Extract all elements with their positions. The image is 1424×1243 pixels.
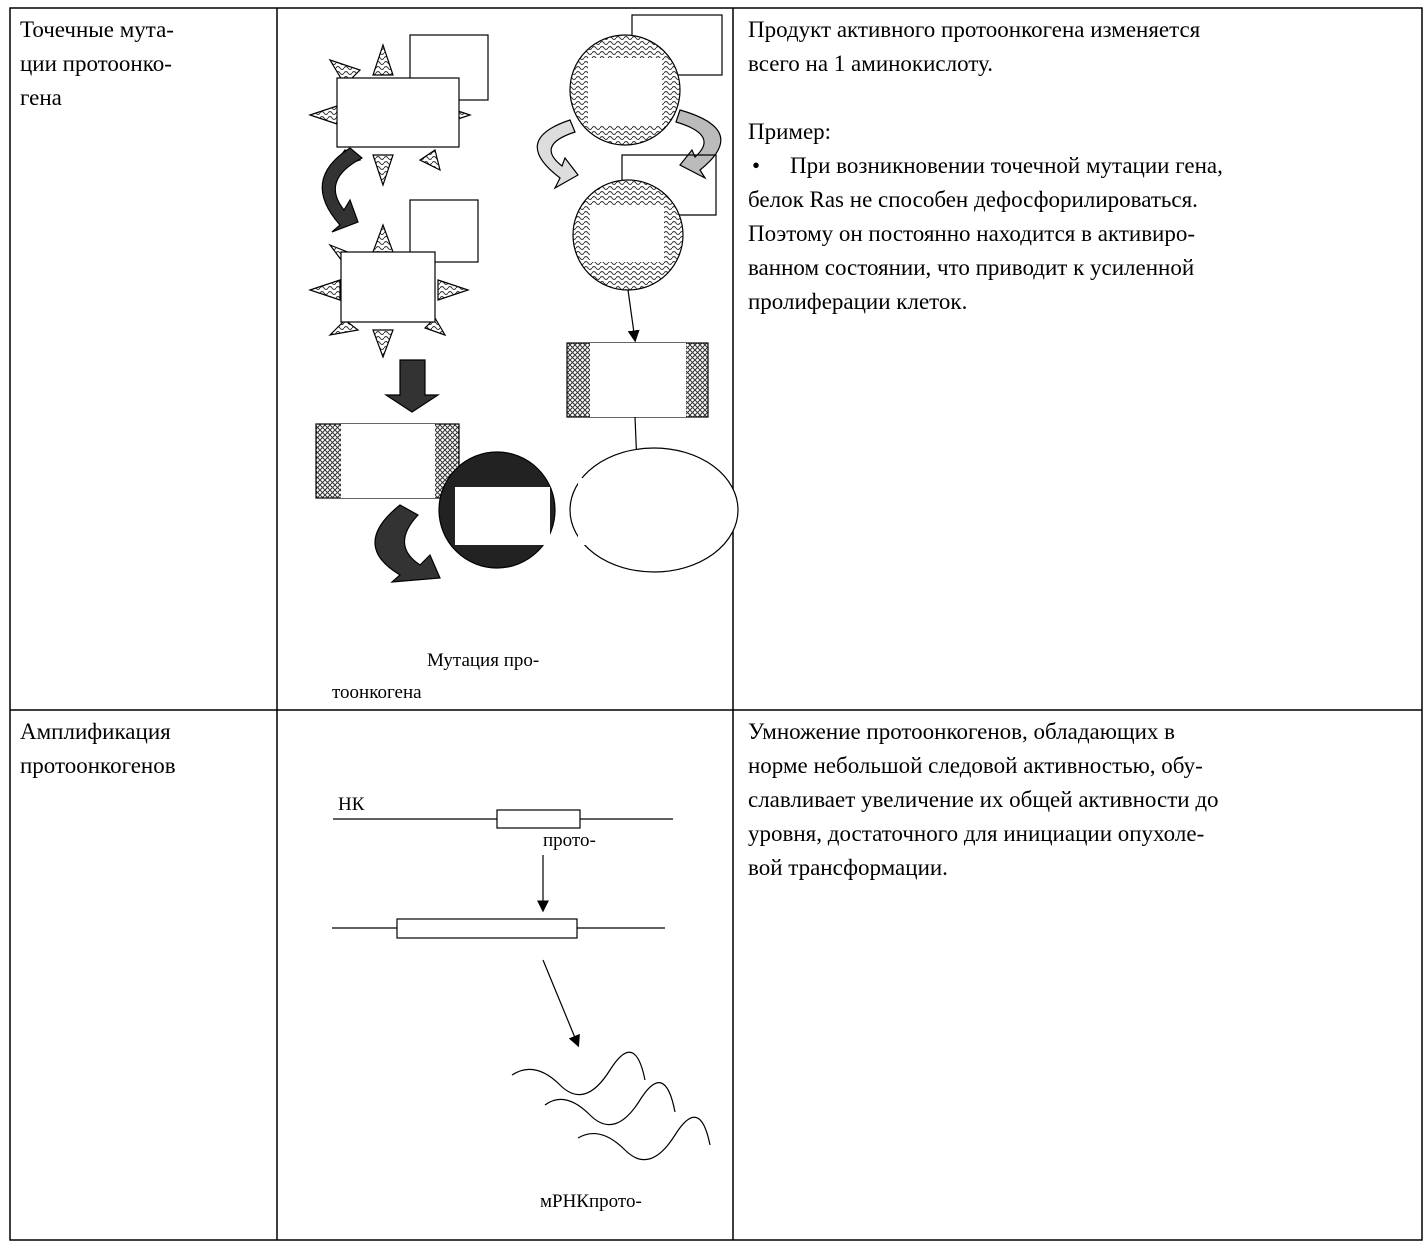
term-line: гена	[20, 85, 62, 110]
texts: Точечные мута- ции протоонко- гена Мутац…	[20, 17, 1223, 1212]
diagram-label: прото-	[543, 830, 596, 851]
description-line: норме небольшой следовой активностью, об…	[748, 753, 1203, 778]
example-line: белок Ras не способен дефосфорилироватьс…	[748, 187, 1198, 212]
diagram-label: мРНКпрото-	[540, 1191, 642, 1212]
example-label: Пример:	[748, 119, 831, 144]
description-line: славливает увеличение их общей активност…	[748, 787, 1219, 812]
example-line: ванном состоянии, что приводит к усиленн…	[748, 255, 1194, 280]
caption: Мутация про-	[427, 650, 539, 671]
description-line: уровня, достаточного для инициации опухо…	[748, 821, 1204, 846]
caption: тоонкогена	[332, 682, 422, 703]
diagram-amplification	[332, 809, 711, 1161]
description-line: всего на 1 аминокислоту.	[748, 51, 993, 76]
term-line: Точечные мута-	[20, 17, 174, 42]
description-line: вой трансформации.	[748, 855, 948, 880]
term-line: ции протоонко-	[20, 51, 172, 76]
example-line: Поэтому он постоянно находится в активир…	[748, 221, 1195, 246]
example-line: пролиферации клеток.	[748, 289, 967, 314]
description-line: Продукт активного протоонкогена изменяет…	[748, 17, 1201, 42]
diagram-label: НК	[338, 794, 365, 815]
term-line: Амплификация	[20, 719, 171, 744]
term-line: протоонкогенов	[20, 753, 176, 778]
diagram-label: клетки	[338, 830, 393, 851]
diagram-point-mutation	[308, 14, 739, 583]
table-grid	[9, 7, 1423, 1241]
description-line: Умножение протоонкогенов, обладающих в	[748, 719, 1175, 744]
example-line: При возникновении точечной мутации гена,	[790, 153, 1223, 178]
bullet: •	[752, 153, 760, 178]
